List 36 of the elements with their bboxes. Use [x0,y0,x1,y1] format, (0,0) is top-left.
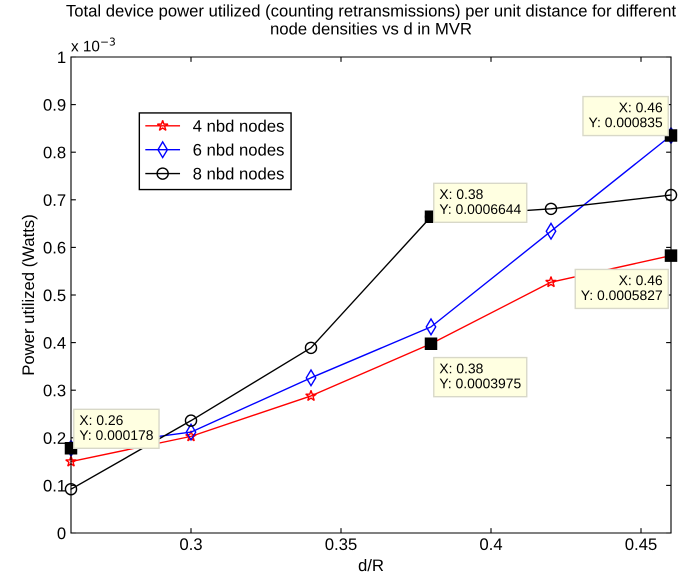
y-tick-label: 0.7 [44,194,66,206]
y-tick-label: 0.8 [44,146,66,158]
annotation: X: 0.46 Y: 0.0005827 [581,275,662,300]
y-tick-label: 0.4 [44,337,66,349]
point [664,188,678,202]
x-tick-label: 0.3 [180,538,202,550]
annotation: X: 0.26 Y: 0.000178 [80,415,153,440]
y-tick-label: 0 [58,527,66,540]
y-tick-label: 0.1 [44,480,66,492]
point [544,202,558,216]
point [64,482,78,496]
y-tick-label: 0.2 [44,432,66,444]
x-axis-title: d/R [358,558,384,572]
y-tick-label: 1 [58,52,66,64]
text: x 10$^{−3}$ [71,38,115,52]
y-axis-title: Power utilized (Watts) [22,215,38,374]
y-tick-label: 0.9 [44,99,66,111]
point [304,342,318,354]
point [185,430,197,442]
point [65,455,77,467]
chart-title: Total device power utilized (counting retransmissions) per unit distance for different node densities vs d in MVR [66,4,676,35]
x-tick-label: 0.4 [480,538,502,550]
x-tick-label: 0.35 [325,538,357,550]
y-tick-label: 0.3 [44,384,66,396]
y-tick-label: 0.6 [44,242,66,254]
point [545,276,557,288]
point [305,390,317,402]
annotation: X: 0.38 Y: 0.0003975 [440,364,521,388]
legend-label: 6 nbd nodes [194,143,284,156]
annotation: X: 0.38 Y: 0.0006644 [440,189,521,214]
point [184,414,198,427]
legend-label: 4 nbd nodes [193,120,284,132]
y-tick-label: 0.5 [44,289,66,302]
x-tick-label: 0.45 [625,538,657,550]
legend-label: 8 nbd nodes [193,167,284,180]
annotation: X: 0.46 Y: 0.000835 [588,102,662,128]
